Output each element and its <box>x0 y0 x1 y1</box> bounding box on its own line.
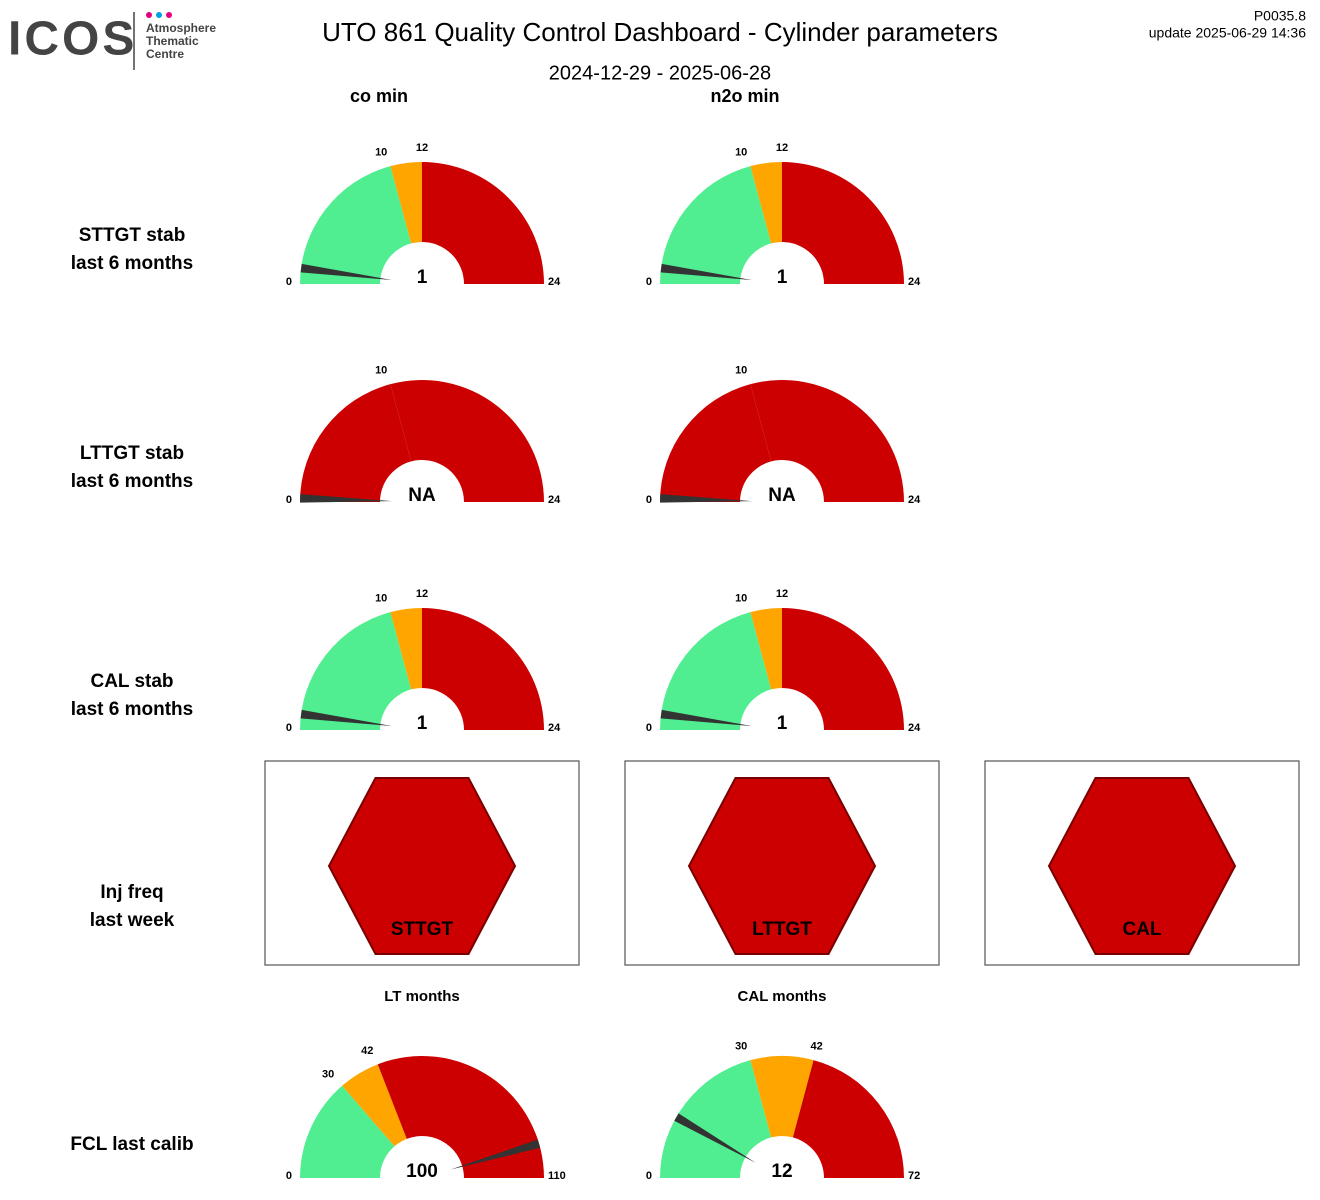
logo-dot <box>156 12 162 18</box>
gauge-tick-label: 24 <box>908 494 921 506</box>
row-label: STTGT stab <box>79 225 186 246</box>
row-label: CAL stab <box>90 671 173 692</box>
gauge-tick-label: 12 <box>776 142 788 154</box>
row-label: last week <box>90 910 175 931</box>
gauge-title: CAL months <box>738 988 827 1005</box>
column-title: n2o min <box>710 86 779 106</box>
version: P0035.8 <box>1254 8 1306 24</box>
gauge-needle <box>300 709 393 727</box>
gauge-needle <box>300 263 393 281</box>
status-hexagon <box>1047 777 1237 955</box>
logo-dot <box>166 12 172 18</box>
gauge-value: NA <box>408 485 436 506</box>
gauge-tick-label: 12 <box>776 588 788 600</box>
gauge-band <box>750 379 904 502</box>
gauge-tick-label: 24 <box>548 276 561 288</box>
gauge-value: 12 <box>771 1161 792 1182</box>
row-label: last 6 months <box>71 253 193 274</box>
panel-label: STTGT <box>391 919 454 940</box>
logo: ICOS <box>8 13 137 66</box>
title: UTO 861 Quality Control Dashboard - Cyli… <box>322 17 998 47</box>
logo-sub: Atmosphere <box>146 21 216 35</box>
gauge-value: 1 <box>417 713 428 734</box>
gauge-tick-label: 0 <box>646 722 652 734</box>
gauge-band <box>660 384 772 502</box>
gauge-tick-label: 110 <box>548 1170 566 1182</box>
gauge-tick-label: 10 <box>735 592 747 604</box>
gauge-tick-label: 24 <box>548 494 561 506</box>
gauge-band <box>660 612 772 730</box>
gauge-tick-label: 10 <box>735 146 747 158</box>
gauge-band <box>660 166 772 284</box>
row-label: last 6 months <box>71 699 193 720</box>
gauge-band <box>377 1056 544 1178</box>
row-label: LTTGT stab <box>80 443 184 464</box>
gauge-band <box>792 1060 904 1178</box>
gauge-needle <box>300 494 393 503</box>
gauge-needle <box>660 709 753 727</box>
gauge-band <box>750 608 782 690</box>
gauge-band <box>390 379 544 502</box>
gauge-band <box>300 612 412 730</box>
gauge-tick-label: 24 <box>548 722 561 734</box>
gauge-tick-label: 12 <box>416 588 428 600</box>
logo-sub: Centre <box>146 47 184 61</box>
gauge-needle <box>450 1139 541 1170</box>
gauge-tick-label: 24 <box>908 722 921 734</box>
row-label: Inj freq <box>100 882 163 903</box>
panel-label: LTTGT <box>752 919 812 940</box>
gauge-band <box>300 1085 395 1178</box>
panel-label: CAL <box>1122 919 1161 940</box>
gauge-tick-label: 42 <box>811 1040 823 1052</box>
logo-dot <box>146 12 152 18</box>
gauge-band <box>342 1064 407 1147</box>
gauge-value: 1 <box>777 267 788 288</box>
gauge-tick-label: 10 <box>375 364 387 376</box>
gauge-band <box>300 384 412 502</box>
gauge-tick-label: 30 <box>322 1069 334 1081</box>
gauge-tick-label: 72 <box>908 1170 920 1182</box>
gauge-tick-label: 0 <box>286 1170 292 1182</box>
gauge-band <box>422 162 544 284</box>
gauge-band <box>300 166 412 284</box>
status-hexagon <box>327 777 517 955</box>
gauge-tick-label: 42 <box>361 1045 373 1057</box>
gauge-tick-label: 0 <box>646 494 652 506</box>
gauge-title: LT months <box>384 988 460 1005</box>
gauge-tick-label: 30 <box>735 1040 747 1052</box>
gauge-tick-label: 0 <box>286 494 292 506</box>
gauge-band <box>750 162 782 244</box>
gauge-value: 100 <box>406 1161 438 1182</box>
gauge-tick-label: 10 <box>735 364 747 376</box>
gauge-band <box>750 1056 814 1138</box>
gauge-tick-label: 12 <box>416 142 428 154</box>
logo-sub: Thematic <box>146 34 199 48</box>
gauge-band <box>782 162 904 284</box>
gauge-band <box>782 608 904 730</box>
gauge-tick-label: 10 <box>375 592 387 604</box>
gauge-value: 1 <box>777 713 788 734</box>
update: update 2025-06-29 14:36 <box>1149 25 1306 41</box>
gauge-value: 1 <box>417 267 428 288</box>
gauge-band <box>390 162 422 244</box>
column-title: co min <box>350 86 408 106</box>
period: 2024-12-29 - 2025-06-28 <box>549 62 771 84</box>
gauge-tick-label: 0 <box>286 276 292 288</box>
gauge-value: NA <box>768 485 796 506</box>
gauge-band <box>660 1060 772 1178</box>
gauge-tick-label: 0 <box>646 1170 652 1182</box>
gauge-needle <box>660 494 753 503</box>
gauge-tick-label: 0 <box>286 722 292 734</box>
status-hexagon <box>687 777 877 955</box>
gauge-needle <box>660 263 753 281</box>
gauge-tick-label: 24 <box>908 276 921 288</box>
gauge-needle <box>674 1113 757 1163</box>
gauge-tick-label: 0 <box>646 276 652 288</box>
row-label: FCL last calib <box>70 1134 193 1155</box>
gauge-tick-label: 10 <box>375 146 387 158</box>
gauge-band <box>422 608 544 730</box>
gauge-band <box>390 608 422 690</box>
row-label: last 6 months <box>71 471 193 492</box>
